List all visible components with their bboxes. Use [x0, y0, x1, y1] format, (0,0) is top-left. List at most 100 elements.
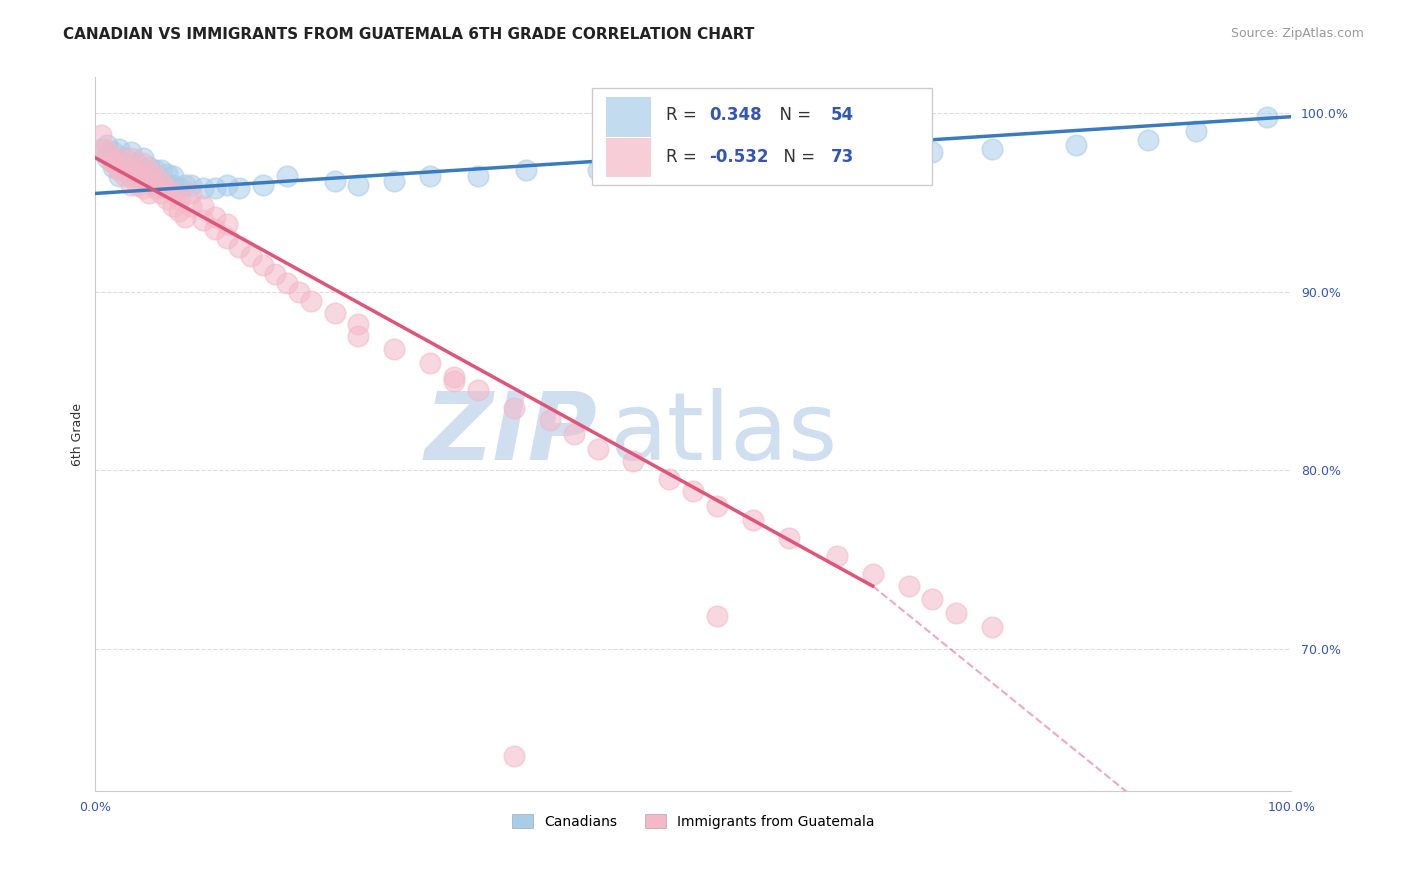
Point [156, 181, 179, 195]
Point [156, 167, 179, 181]
Point [252, 178, 274, 192]
Point [138, 174, 160, 188]
Point [143, 169, 166, 183]
Point [1136, 133, 1159, 147]
Point [215, 231, 238, 245]
Point [108, 156, 131, 170]
Point [586, 442, 609, 456]
Point [103, 160, 125, 174]
Point [287, 285, 309, 299]
Point [215, 217, 238, 231]
Point [682, 484, 704, 499]
Point [132, 172, 155, 186]
Point [167, 192, 190, 206]
Point [132, 156, 155, 170]
Point [204, 210, 226, 224]
Point [162, 186, 184, 201]
Point [138, 186, 160, 201]
Point [167, 181, 190, 195]
Point [138, 174, 160, 188]
Point [150, 186, 173, 201]
Text: N =: N = [769, 106, 815, 124]
Text: Source: ZipAtlas.com: Source: ZipAtlas.com [1230, 27, 1364, 40]
Point [90, 142, 112, 156]
Point [114, 156, 136, 170]
FancyBboxPatch shape [606, 138, 651, 178]
Point [127, 178, 149, 192]
Text: N =: N = [773, 148, 821, 167]
Point [103, 156, 125, 170]
Text: 73: 73 [831, 148, 853, 167]
Point [90, 128, 112, 142]
Point [862, 151, 884, 165]
Point [180, 199, 202, 213]
Legend: Canadians, Immigrants from Guatemala: Canadians, Immigrants from Guatemala [506, 808, 880, 834]
Point [191, 199, 214, 213]
Point [138, 160, 160, 174]
Point [167, 204, 190, 219]
Point [127, 169, 149, 183]
Point [276, 169, 298, 183]
Point [180, 178, 202, 192]
Point [347, 329, 370, 343]
Point [586, 163, 609, 178]
Point [132, 163, 155, 178]
Point [215, 178, 238, 192]
Point [96, 138, 118, 153]
FancyBboxPatch shape [606, 97, 651, 136]
Point [347, 317, 370, 331]
Point [742, 156, 765, 170]
Point [419, 356, 441, 370]
Point [174, 210, 197, 224]
Point [443, 370, 465, 384]
Point [323, 306, 346, 320]
Point [658, 472, 681, 486]
Point [981, 142, 1004, 156]
Text: 0.348: 0.348 [709, 106, 762, 124]
Point [191, 181, 214, 195]
Point [105, 160, 128, 174]
Point [515, 163, 537, 178]
Point [276, 276, 298, 290]
Point [143, 178, 166, 192]
Point [228, 240, 250, 254]
Point [623, 454, 645, 468]
Point [120, 178, 142, 192]
Point [467, 383, 489, 397]
Point [706, 609, 728, 624]
Point [742, 513, 765, 527]
Point [162, 169, 184, 183]
Point [114, 151, 136, 165]
Text: R =: R = [666, 106, 702, 124]
Point [862, 566, 884, 581]
Point [419, 169, 441, 183]
Point [150, 163, 173, 178]
Point [132, 169, 155, 183]
Point [299, 293, 322, 308]
Point [323, 174, 346, 188]
Point [1064, 138, 1087, 153]
Text: R =: R = [666, 148, 702, 167]
Point [658, 160, 681, 174]
Point [921, 591, 943, 606]
Point [1184, 124, 1206, 138]
Point [162, 199, 184, 213]
Point [94, 142, 117, 156]
Point [825, 549, 848, 563]
Point [945, 606, 967, 620]
Point [120, 151, 142, 165]
Point [204, 222, 226, 236]
Point [228, 181, 250, 195]
Point [132, 181, 155, 195]
Point [132, 151, 155, 165]
Point [127, 156, 149, 170]
Point [778, 531, 800, 545]
Point [538, 413, 561, 427]
Point [162, 178, 184, 192]
Point [443, 374, 465, 388]
Point [127, 163, 149, 178]
Point [108, 142, 131, 156]
Point [114, 169, 136, 183]
Point [103, 145, 125, 160]
Point [252, 258, 274, 272]
